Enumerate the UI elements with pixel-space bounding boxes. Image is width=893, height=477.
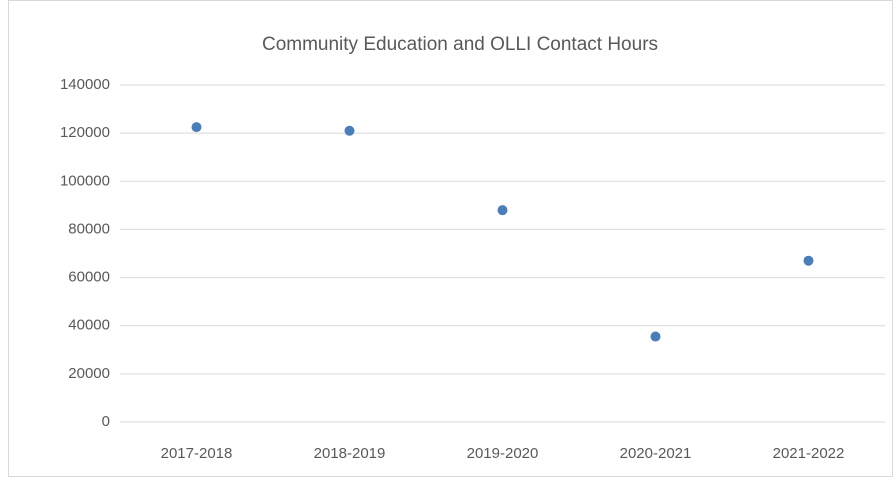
data-point: [191, 122, 202, 133]
chart-frame: [8, 0, 893, 477]
x-tick-label: 2018-2019: [314, 445, 386, 462]
y-tick-label: 20000: [68, 365, 110, 382]
y-tick-label: 140000: [60, 76, 110, 93]
data-point: [497, 205, 508, 216]
y-tick-label: 120000: [60, 124, 110, 141]
x-tick-label: 2021-2022: [773, 445, 845, 462]
chart-title: Community Education and OLLI Contact Hou…: [262, 34, 658, 55]
y-tick-label: 0: [102, 413, 110, 430]
x-tick-label: 2019-2020: [467, 445, 539, 462]
y-tick-label: 100000: [60, 172, 110, 189]
x-tick-label: 2017-2018: [161, 445, 233, 462]
data-point: [344, 125, 355, 136]
data-point: [803, 255, 814, 266]
y-tick-label: 80000: [68, 220, 110, 237]
y-tick-label: 40000: [68, 317, 110, 334]
y-tick-label: 60000: [68, 269, 110, 286]
data-point: [650, 331, 661, 342]
x-tick-label: 2020-2021: [620, 445, 692, 462]
